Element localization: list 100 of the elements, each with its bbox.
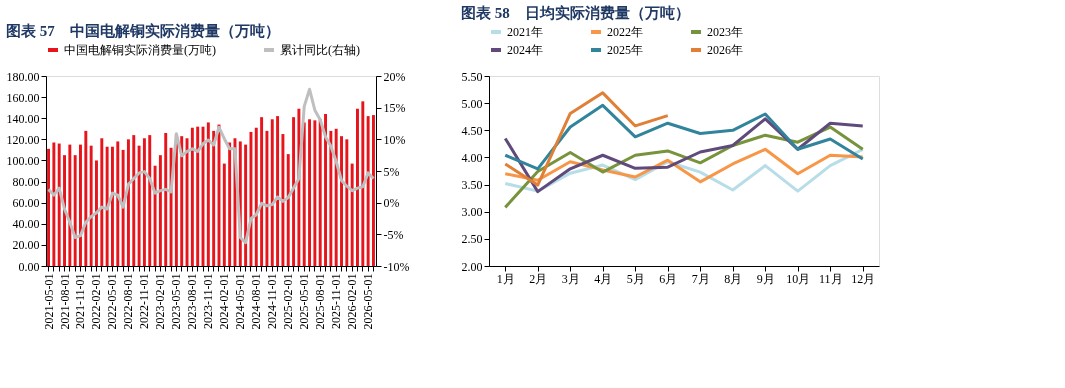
bar <box>260 117 264 266</box>
chart-title: 图表 58 日均实际消费量（万吨） <box>461 4 690 21</box>
y-tick-label: 60.00 <box>12 196 40 211</box>
line-series <box>503 117 865 194</box>
bar <box>302 122 306 266</box>
bar <box>148 135 152 266</box>
bar <box>126 139 130 266</box>
x-tick-label: 2024-02-01 <box>217 273 232 330</box>
x-tick-label: 12月 <box>851 271 876 286</box>
bar <box>132 135 136 266</box>
y2-tick-label: -5% <box>383 227 404 242</box>
bar <box>57 143 61 266</box>
bar <box>164 133 168 266</box>
bar <box>334 128 338 266</box>
y-tick-label: 80.00 <box>12 175 40 190</box>
bar <box>206 122 210 266</box>
y-tick-label: 4.50 <box>461 123 483 138</box>
bar <box>142 138 146 266</box>
bar <box>340 136 343 266</box>
legend-label: 2021年 <box>507 25 543 39</box>
legend-label: 累计同比(右轴) <box>280 43 360 57</box>
bar <box>84 130 88 266</box>
bar <box>110 146 114 266</box>
y-tick-label: 5.50 <box>461 69 483 84</box>
y2-tick-label: 10% <box>383 132 406 147</box>
x-tick-label: 2022-02-01 <box>89 273 104 330</box>
x-tick-label: 6月 <box>659 271 678 286</box>
y-tick-label: 3.00 <box>461 205 483 220</box>
bar <box>345 139 349 266</box>
x-tick-label: 1月 <box>496 271 515 286</box>
bar <box>228 142 232 266</box>
x-tick-label: 2022-11-01 <box>137 273 152 330</box>
x-tick-label: 4月 <box>594 271 613 286</box>
bar <box>180 136 184 266</box>
bar <box>361 101 365 266</box>
bar <box>366 116 370 266</box>
x-tick-label: 10月 <box>786 271 811 286</box>
bar <box>313 120 317 266</box>
y2-tick-label: -10% <box>383 259 410 274</box>
y-tick-label: 20.00 <box>12 238 40 253</box>
x-tick-label: 7月 <box>691 271 710 286</box>
legend-label: 2022年 <box>607 25 643 39</box>
x-tick-label: 2023-02-01 <box>153 273 168 330</box>
bar <box>79 144 82 266</box>
x-tick-label: 2024-05-01 <box>233 273 248 330</box>
bar <box>254 127 258 266</box>
bar <box>73 155 77 266</box>
bar <box>196 126 200 266</box>
line-series <box>47 87 375 245</box>
bar <box>105 146 109 266</box>
bar <box>329 130 333 266</box>
x-tick-label: 2023-11-01 <box>201 273 216 330</box>
chart-title: 图表 57 中国电解铜实际消费量（万吨） <box>6 22 280 39</box>
bar <box>372 115 375 266</box>
bar <box>137 145 141 266</box>
bar <box>350 163 354 266</box>
y-tick-label: 5.00 <box>461 96 483 111</box>
legend-label: 2025年 <box>607 43 643 57</box>
bar <box>356 108 359 266</box>
x-tick-label: 3月 <box>561 271 580 286</box>
y-tick-label: 120.00 <box>6 132 40 147</box>
x-tick-label: 2025-08-01 <box>313 273 328 330</box>
bar <box>63 155 66 266</box>
y-tick-label: 2.00 <box>461 259 483 274</box>
bar <box>158 155 162 266</box>
y-tick-label: 4.00 <box>461 150 483 165</box>
bar <box>276 116 280 266</box>
x-tick-label: 2022-08-01 <box>121 273 136 330</box>
x-tick-label: 9月 <box>756 271 775 286</box>
y-tick-label: 3.50 <box>461 178 483 193</box>
x-tick-label: 2023-05-01 <box>169 273 184 330</box>
y-tick-label: 100.00 <box>6 153 40 168</box>
bar <box>47 148 50 266</box>
bar <box>265 130 269 266</box>
y-tick-label: 40.00 <box>12 217 40 232</box>
y2-tick-label: 0% <box>383 196 400 211</box>
bar <box>308 119 312 266</box>
x-tick-label: 5月 <box>626 271 645 286</box>
x-tick-label: 2026-02-01 <box>345 273 360 330</box>
line-series <box>503 91 670 187</box>
bar <box>153 165 157 266</box>
x-tick-label: 2023-08-01 <box>185 273 200 330</box>
bar <box>212 130 216 266</box>
bar <box>222 163 226 266</box>
x-tick-label: 11月 <box>818 271 843 286</box>
bar <box>68 144 72 266</box>
bar <box>292 117 296 266</box>
x-tick-label: 2021-08-01 <box>57 273 72 330</box>
x-tick-label: 2024-08-01 <box>249 273 264 330</box>
y-tick-label: 160.00 <box>6 90 40 105</box>
x-tick-label: 2022-05-01 <box>105 273 120 330</box>
y-tick-label: 140.00 <box>6 111 40 126</box>
bar <box>89 145 93 266</box>
legend-label: 2024年 <box>507 43 543 57</box>
x-tick-label: 2025-11-01 <box>329 273 344 330</box>
x-tick-label: 2021-05-01 <box>41 273 56 330</box>
y-tick-label: 2.50 <box>461 232 483 247</box>
y2-tick-label: 15% <box>383 101 406 116</box>
bar <box>95 160 98 266</box>
bar <box>324 114 327 266</box>
